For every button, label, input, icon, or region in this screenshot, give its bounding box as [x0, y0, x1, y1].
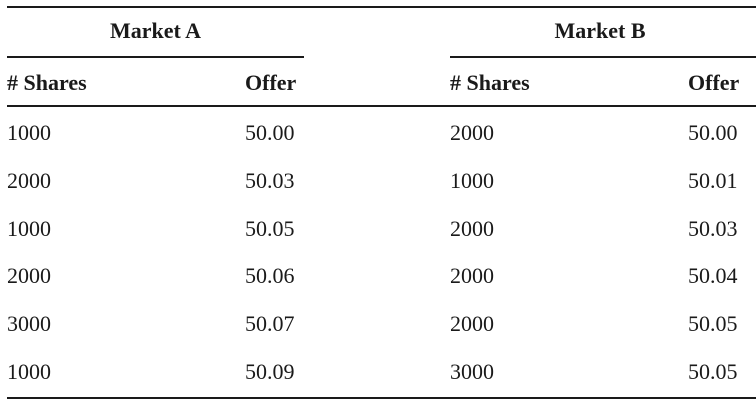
offer-cell: 50.05	[688, 311, 738, 336]
offer-cell: 50.03	[245, 168, 295, 193]
shares-cell: 3000	[450, 359, 494, 384]
offer-cell: 50.00	[688, 120, 738, 145]
shares-cell: 1000	[7, 359, 51, 384]
market-b-title: Market B	[554, 18, 646, 43]
market-b-shares-header: # Shares	[450, 70, 530, 95]
shares-cell: 1000	[450, 168, 494, 193]
offer-cell: 50.04	[688, 263, 738, 288]
market-b-group-rule	[450, 56, 756, 58]
shares-cell: 2000	[450, 311, 494, 336]
table-top-rule	[7, 6, 756, 8]
shares-cell: 1000	[7, 120, 51, 145]
offer-cell: 50.05	[245, 216, 295, 241]
market-a-offer-header: Offer	[245, 70, 297, 95]
shares-cell: 1000	[7, 216, 51, 241]
market-a-group-rule	[7, 56, 304, 58]
shares-cell: 2000	[450, 263, 494, 288]
header-rule	[7, 105, 756, 107]
offer-cell: 50.00	[245, 120, 295, 145]
offer-cell: 50.06	[245, 263, 295, 288]
offer-cell: 50.03	[688, 216, 738, 241]
table-bottom-rule	[7, 397, 756, 399]
offer-cell: 50.09	[245, 359, 295, 384]
shares-cell: 2000	[7, 263, 51, 288]
shares-cell: 2000	[450, 216, 494, 241]
market-b-offer-header: Offer	[688, 70, 740, 95]
shares-cell: 2000	[7, 168, 51, 193]
offer-cell: 50.07	[245, 311, 295, 336]
shares-cell: 3000	[7, 311, 51, 336]
market-a-shares-header: # Shares	[7, 70, 87, 95]
market-a-title: Market A	[109, 18, 202, 43]
offer-cell: 50.01	[688, 168, 738, 193]
shares-cell: 2000	[450, 120, 494, 145]
offer-cell: 50.05	[688, 359, 738, 384]
